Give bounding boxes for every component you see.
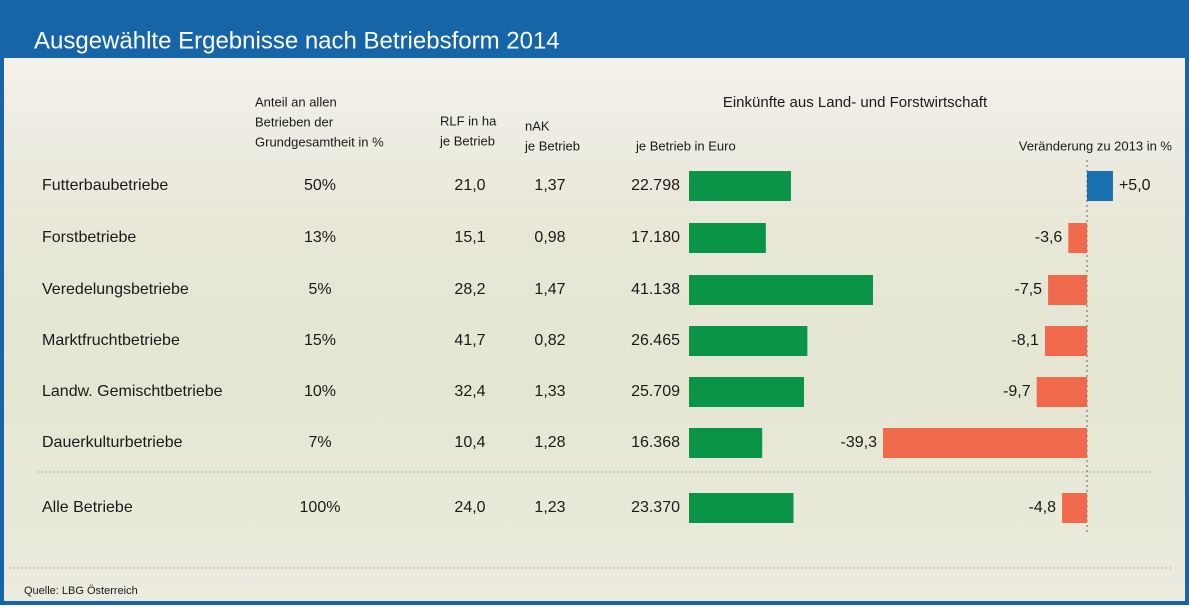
- bar: [1062, 493, 1087, 523]
- bar: [689, 171, 791, 201]
- value-label: 23.370: [631, 499, 680, 516]
- bar: [689, 493, 794, 523]
- value-label: -7,5: [1014, 281, 1042, 298]
- bar: [1036, 377, 1087, 407]
- cell: 5%: [308, 281, 331, 298]
- value-label: 17.180: [631, 229, 680, 246]
- column-header: je Betrieb: [439, 133, 495, 148]
- value-label: 16.368: [631, 434, 680, 451]
- cell: 10%: [304, 383, 336, 400]
- cell: 100%: [300, 499, 341, 516]
- value-label: +5,0: [1119, 177, 1151, 194]
- cell: 7%: [308, 434, 331, 451]
- cell: 24,0: [454, 499, 485, 516]
- row-label: Landw. Gemischtbetriebe: [42, 383, 223, 400]
- value-label: 25.709: [631, 383, 680, 400]
- row-label: Veredelungsbetriebe: [42, 281, 189, 298]
- row-label: Marktfruchtbetriebe: [42, 332, 180, 349]
- cell: 1,33: [534, 383, 565, 400]
- cell: 10,4: [454, 434, 485, 451]
- bar: [1087, 171, 1113, 201]
- bar: [689, 377, 804, 407]
- chart-title: Einkünfte aus Land- und Forstwirtschaft: [723, 94, 988, 111]
- cell: 0,82: [534, 332, 565, 349]
- cell: 41,7: [454, 332, 485, 349]
- column-header: RLF in ha: [440, 113, 497, 128]
- cell: 1,28: [534, 434, 565, 451]
- source: Quelle: LBG Österreich: [24, 585, 138, 597]
- bar: [1068, 223, 1087, 253]
- cell: 32,4: [454, 383, 485, 400]
- cell: 28,2: [454, 281, 485, 298]
- value-label: 41.138: [631, 281, 680, 298]
- background: [4, 58, 1185, 601]
- value-label: 22.798: [631, 177, 680, 194]
- cell: 1,47: [534, 281, 565, 298]
- column-header: Grundgesamtheit in %: [255, 134, 384, 149]
- cell: 15%: [304, 332, 336, 349]
- value-label: 26.465: [631, 332, 680, 349]
- cell: 21,0: [454, 177, 485, 194]
- column-header: je Betrieb: [524, 138, 580, 153]
- chart-subtitle: je Betrieb in Euro: [635, 138, 736, 153]
- cell: 1,37: [534, 177, 565, 194]
- bar: [689, 326, 808, 356]
- value-label: -3,6: [1035, 229, 1063, 246]
- bar: [1044, 326, 1087, 356]
- row-label: Alle Betriebe: [42, 499, 133, 516]
- cell: 1,23: [534, 499, 565, 516]
- bar: [689, 428, 763, 458]
- row-label: Futterbaubetriebe: [42, 177, 168, 194]
- row-label: Dauerkulturbetriebe: [42, 434, 183, 451]
- row-label: Forstbetriebe: [42, 229, 136, 246]
- cell: 15,1: [454, 229, 485, 246]
- bar: [689, 275, 873, 305]
- bar: [1048, 275, 1087, 305]
- cell: 13%: [304, 229, 336, 246]
- value-label: -39,3: [841, 434, 878, 451]
- bar: [883, 428, 1087, 458]
- column-header: Anteil an allen: [255, 94, 337, 109]
- value-label: -4,8: [1029, 499, 1057, 516]
- bar: [689, 223, 766, 253]
- column-header: Betrieben der: [255, 114, 334, 129]
- title: Ausgewählte Ergebnisse nach Betriebsform…: [34, 27, 560, 54]
- column-header: nAK: [525, 118, 550, 133]
- value-label: -8,1: [1011, 332, 1039, 349]
- value-label: -9,7: [1003, 383, 1031, 400]
- cell: 50%: [304, 177, 336, 194]
- chart-title: Veränderung zu 2013 in %: [1019, 138, 1173, 153]
- cell: 0,98: [534, 229, 565, 246]
